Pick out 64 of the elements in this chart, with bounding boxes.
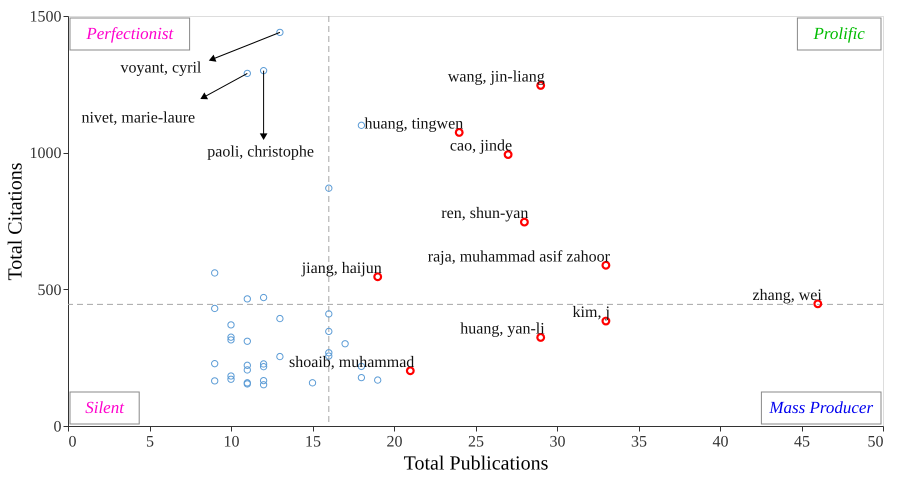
x-axis-title: Total Publications <box>404 452 549 474</box>
x-tick-label: 20 <box>386 434 402 450</box>
annotation: wang, jin-liang <box>448 68 545 86</box>
x-tick-label: 0 <box>68 434 76 450</box>
point <box>211 269 218 277</box>
y-tick-label: 0 <box>54 418 62 436</box>
annotation: cao, jinde <box>450 138 512 155</box>
annotation: huang, yan-li <box>460 320 546 338</box>
annotation: voyant, cyril <box>120 59 202 76</box>
x-tick-label: 45 <box>794 434 810 450</box>
point <box>227 321 235 329</box>
y-tick-label: 1000 <box>30 145 62 162</box>
annotation: shoaib, muhammad <box>288 354 414 371</box>
point <box>211 360 218 368</box>
annotation: kim, j <box>572 304 610 322</box>
y-axis-title: Total Citations <box>4 162 26 281</box>
annotation: Mass Producer <box>768 398 874 417</box>
point <box>260 360 268 368</box>
point <box>374 376 382 384</box>
annotation: Prolific <box>812 24 866 43</box>
point <box>227 334 235 341</box>
annotation: zhang, wei <box>752 286 822 304</box>
point <box>308 379 316 386</box>
point <box>244 362 251 369</box>
point <box>276 352 284 360</box>
point <box>244 338 251 345</box>
annotation: Silent <box>85 398 126 417</box>
x-tick-label: 15 <box>305 434 321 450</box>
x-tick-label: 35 <box>631 434 647 450</box>
point <box>260 363 268 370</box>
annotation: paoli, christophe <box>207 144 314 161</box>
annotation: huang, tingwen <box>364 115 464 132</box>
point <box>260 67 268 74</box>
annotation: jiang, haijun <box>300 260 382 277</box>
point <box>227 372 235 380</box>
x-tick-label: 25 <box>468 434 484 450</box>
x-tick-label: 40 <box>712 434 728 450</box>
point <box>260 381 268 388</box>
point <box>227 376 235 383</box>
point <box>276 28 284 36</box>
x-tick-label: 50 <box>868 434 884 450</box>
point <box>260 376 268 384</box>
point <box>325 184 332 192</box>
point <box>325 310 332 318</box>
point <box>276 314 284 322</box>
point <box>325 328 332 336</box>
annotation: ren, shun-yan <box>441 205 528 222</box>
x-tick-label: 10 <box>224 434 240 450</box>
annotation: Perfectionist <box>85 24 175 43</box>
y-tick-label: 500 <box>38 282 62 299</box>
point <box>358 374 366 382</box>
point <box>244 366 251 374</box>
point <box>244 295 251 303</box>
point <box>341 340 349 348</box>
point <box>211 304 218 312</box>
point <box>260 294 268 302</box>
annotation: nivet, marie-laure <box>81 109 196 126</box>
x-tick-label: 30 <box>550 434 566 450</box>
point <box>244 70 251 78</box>
y-tick-label: 1500 <box>30 8 62 26</box>
x-tick-label: 5 <box>146 434 154 450</box>
point <box>211 377 218 385</box>
annotation: raja, muhammad asif zahoor <box>428 248 611 266</box>
point <box>227 336 235 344</box>
